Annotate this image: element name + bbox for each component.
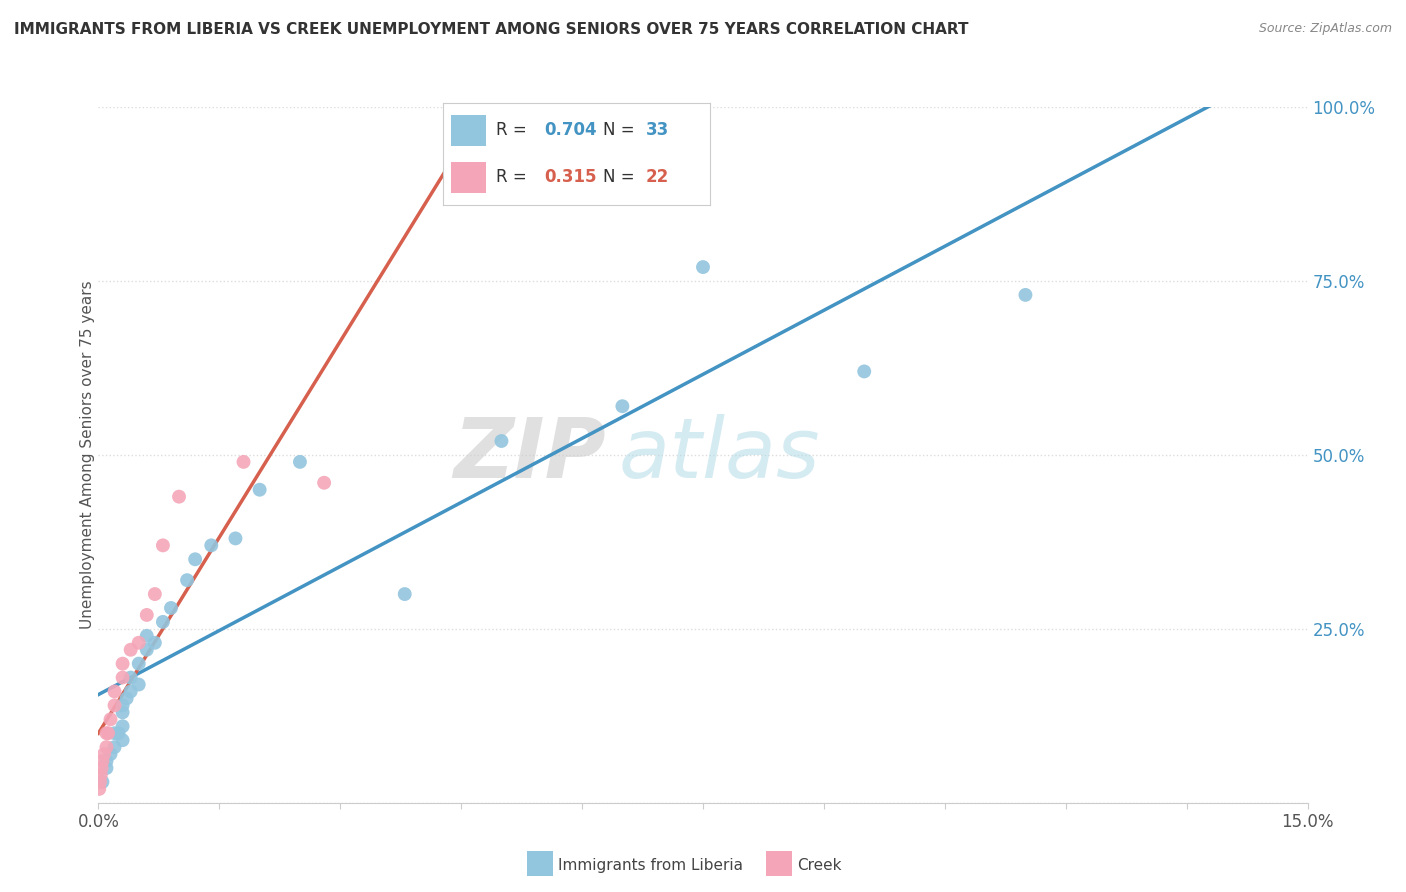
Point bbox=[111, 698, 134, 713]
Point bbox=[96, 740, 118, 755]
Point bbox=[184, 552, 207, 566]
Point bbox=[107, 726, 129, 740]
Point bbox=[111, 657, 134, 671]
Text: R =: R = bbox=[496, 169, 533, 186]
Point bbox=[1014, 288, 1036, 302]
Y-axis label: Unemployment Among Seniors over 75 years: Unemployment Among Seniors over 75 years bbox=[80, 281, 94, 629]
Point bbox=[111, 733, 134, 747]
Point bbox=[128, 657, 150, 671]
Point bbox=[224, 532, 246, 546]
Point bbox=[232, 455, 254, 469]
Point bbox=[135, 642, 157, 657]
Point bbox=[96, 754, 118, 768]
Text: 0.704: 0.704 bbox=[544, 121, 598, 139]
Point bbox=[288, 455, 311, 469]
Point bbox=[152, 538, 174, 552]
Text: ZIP: ZIP bbox=[454, 415, 606, 495]
Point bbox=[120, 671, 142, 685]
Text: atlas: atlas bbox=[619, 415, 820, 495]
Point bbox=[96, 726, 118, 740]
Point bbox=[135, 607, 157, 622]
Point bbox=[135, 629, 157, 643]
Point bbox=[103, 684, 125, 698]
Text: R =: R = bbox=[496, 121, 533, 139]
Point bbox=[100, 747, 122, 761]
Point bbox=[89, 775, 111, 789]
Point bbox=[111, 719, 134, 733]
Point bbox=[249, 483, 271, 497]
Point bbox=[103, 698, 125, 713]
Point bbox=[91, 775, 114, 789]
Bar bbox=[451, 162, 485, 193]
Point bbox=[128, 636, 150, 650]
Point bbox=[100, 712, 122, 726]
Point bbox=[103, 726, 125, 740]
Text: Source: ZipAtlas.com: Source: ZipAtlas.com bbox=[1258, 22, 1392, 36]
Text: 33: 33 bbox=[645, 121, 669, 139]
Text: 22: 22 bbox=[645, 169, 669, 186]
Point bbox=[314, 475, 336, 490]
Point bbox=[612, 399, 634, 413]
Point bbox=[120, 642, 142, 657]
Point bbox=[89, 781, 111, 796]
Point bbox=[115, 691, 138, 706]
Point bbox=[90, 761, 112, 775]
Text: IMMIGRANTS FROM LIBERIA VS CREEK UNEMPLOYMENT AMONG SENIORS OVER 75 YEARS CORREL: IMMIGRANTS FROM LIBERIA VS CREEK UNEMPLO… bbox=[14, 22, 969, 37]
Point bbox=[111, 706, 134, 720]
Text: 0.315: 0.315 bbox=[544, 169, 598, 186]
Point bbox=[160, 601, 183, 615]
Point bbox=[103, 740, 125, 755]
Point bbox=[96, 761, 118, 775]
Point bbox=[143, 636, 166, 650]
Text: N =: N = bbox=[603, 121, 640, 139]
Point bbox=[167, 490, 190, 504]
Point bbox=[120, 684, 142, 698]
Text: N =: N = bbox=[603, 169, 640, 186]
Point bbox=[90, 768, 112, 782]
Point bbox=[692, 260, 714, 274]
Point bbox=[200, 538, 222, 552]
Point bbox=[93, 747, 115, 761]
Point bbox=[394, 587, 416, 601]
Point bbox=[97, 726, 120, 740]
Point bbox=[152, 615, 174, 629]
Point bbox=[111, 671, 134, 685]
Text: Immigrants from Liberia: Immigrants from Liberia bbox=[558, 858, 744, 872]
Bar bbox=[451, 115, 485, 145]
Point bbox=[853, 364, 876, 378]
Point bbox=[176, 573, 198, 587]
Point bbox=[91, 754, 114, 768]
Point bbox=[491, 434, 513, 448]
Text: Creek: Creek bbox=[797, 858, 842, 872]
Point bbox=[128, 677, 150, 691]
Point bbox=[143, 587, 166, 601]
